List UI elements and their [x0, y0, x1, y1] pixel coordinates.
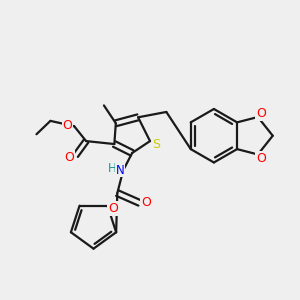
Text: O: O [256, 107, 266, 120]
Text: O: O [141, 196, 151, 209]
Text: O: O [108, 202, 118, 215]
Text: O: O [256, 152, 266, 164]
Text: H: H [108, 162, 116, 175]
Text: S: S [152, 138, 160, 151]
Text: O: O [63, 118, 73, 131]
Text: O: O [64, 151, 74, 164]
Text: N: N [116, 164, 125, 177]
